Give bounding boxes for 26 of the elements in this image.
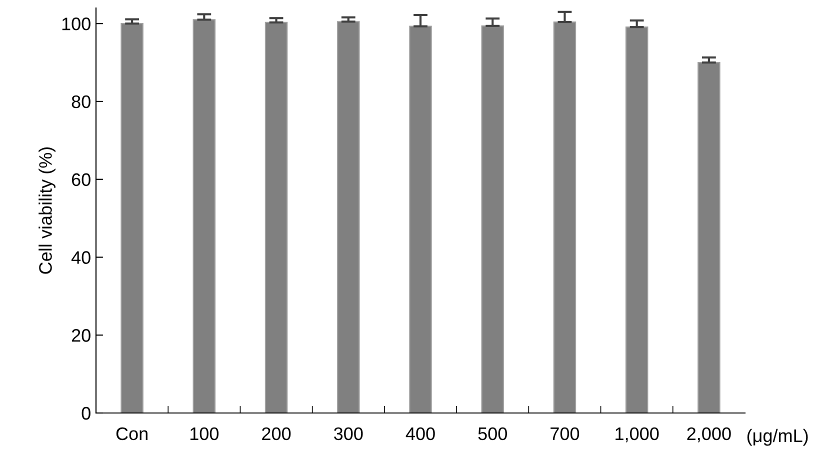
y-axis-title: Cell viability (%) (38, 147, 56, 274)
bar (337, 21, 360, 413)
x-axis-title: (μg/mL) (747, 428, 808, 446)
x-tick-label: 100 (190, 427, 219, 440)
bar (120, 23, 144, 413)
x-tick-label: 2,000 (687, 427, 731, 442)
bar (264, 22, 288, 413)
y-tick-label: 40 (71, 251, 90, 264)
bar (409, 26, 432, 413)
x-tick-label: 400 (406, 427, 435, 440)
x-tick-label: 500 (478, 427, 507, 440)
y-tick-label: 80 (72, 95, 90, 108)
bar (553, 21, 576, 413)
bar (192, 19, 216, 413)
bar (625, 26, 648, 413)
x-tick-label: 700 (550, 427, 580, 440)
x-tick-label: Con (116, 427, 148, 440)
x-tick-label: 200 (262, 427, 291, 440)
y-tick-label: 100 (62, 18, 90, 30)
y-tick-label: 20 (72, 329, 90, 342)
bar (481, 25, 504, 413)
x-tick-label: 300 (334, 427, 363, 440)
y-tick-label: 0 (82, 406, 90, 420)
bar (698, 62, 720, 413)
x-tick-label: 1,000 (616, 427, 659, 442)
y-tick-label: 60 (72, 173, 90, 186)
